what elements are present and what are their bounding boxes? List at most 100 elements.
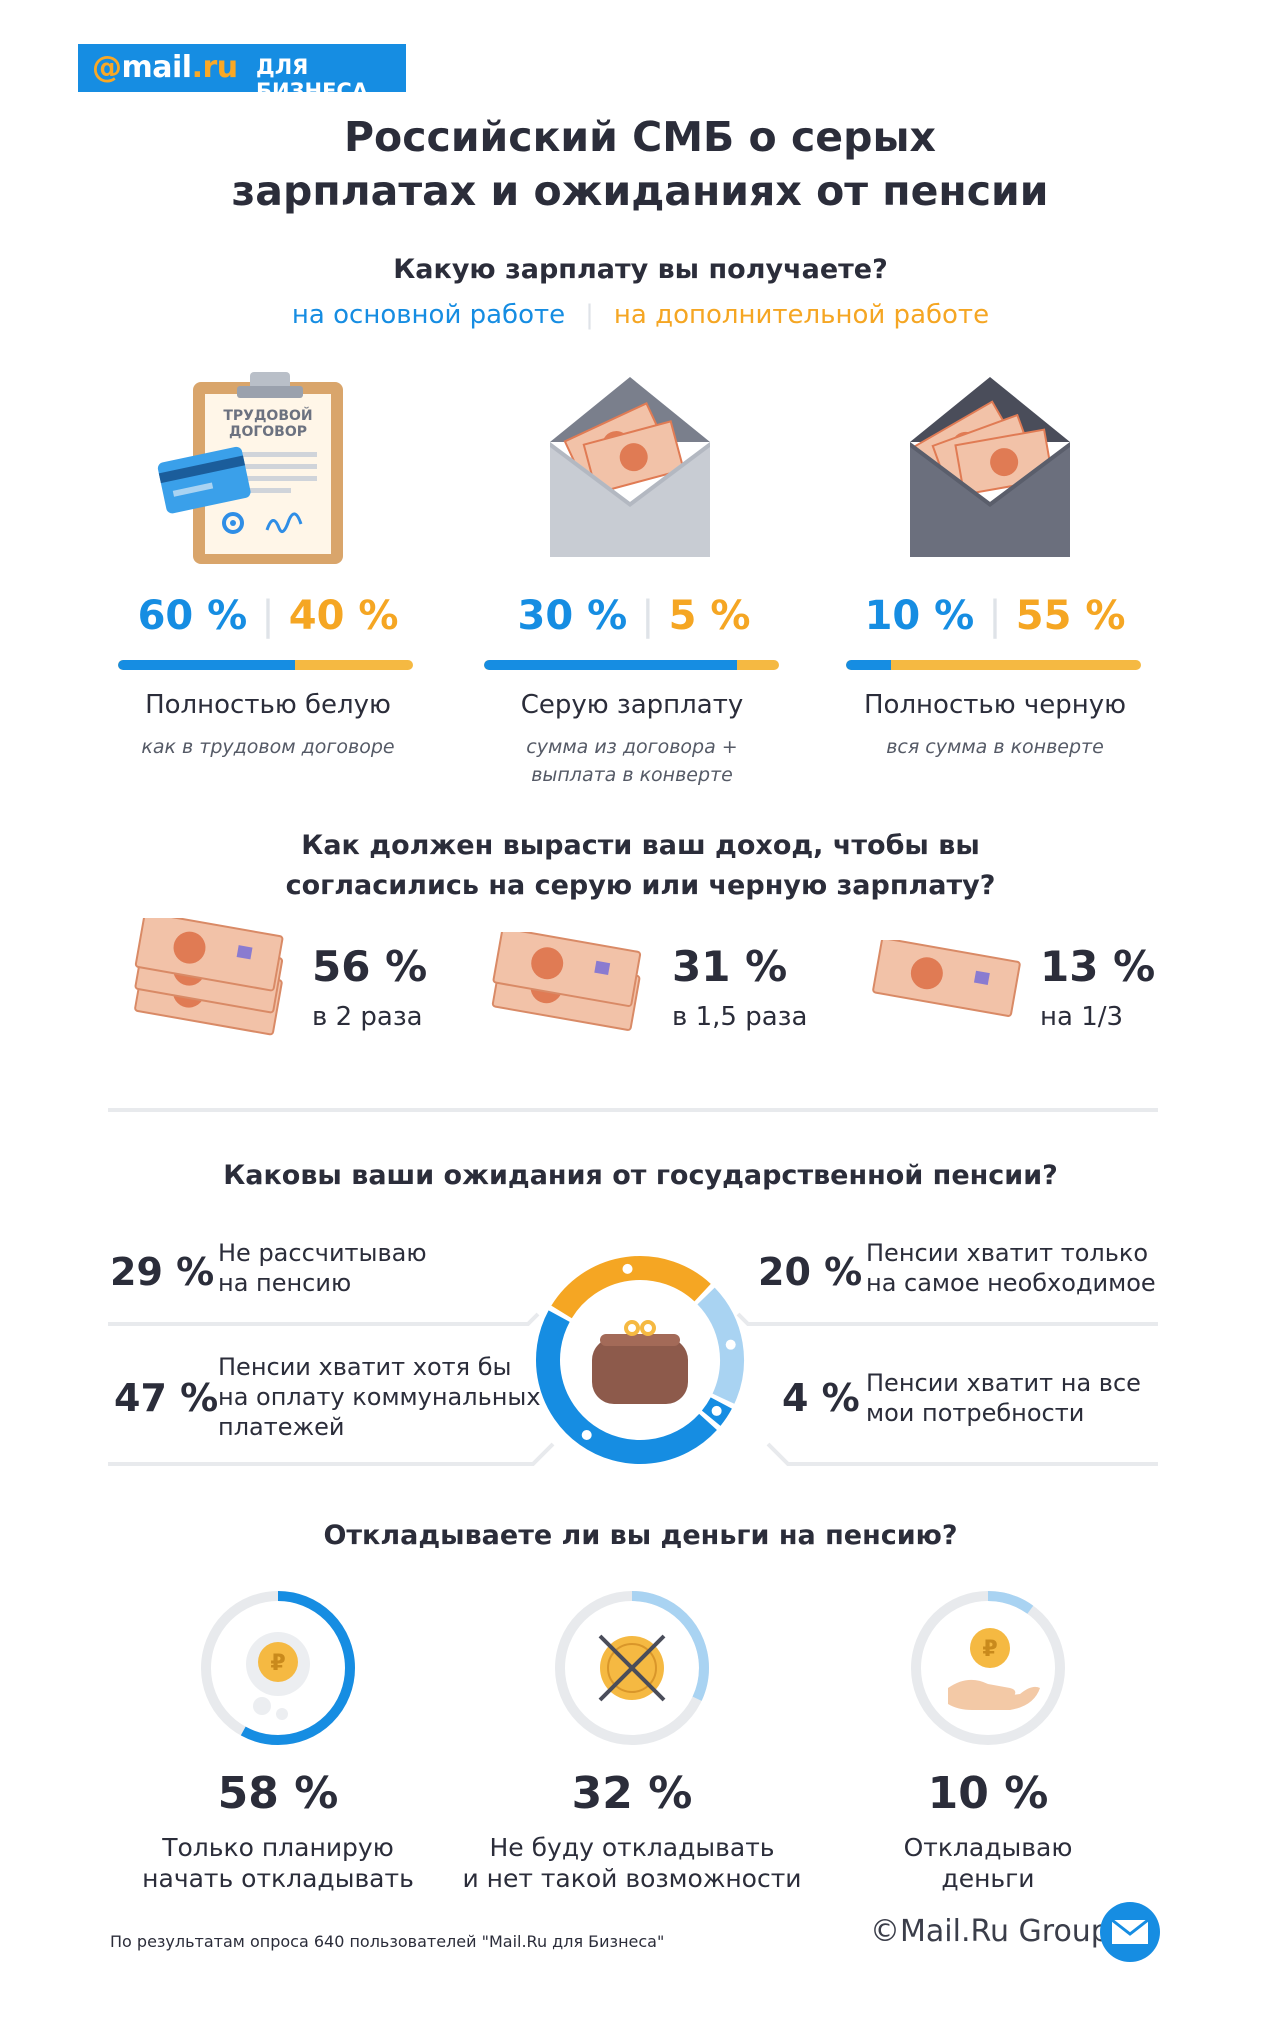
q1-legend: на основной работе | на дополнительной раб…	[0, 300, 1281, 330]
white-salary-label: Полностью белую	[145, 690, 391, 720]
grey-extra-pct: 5 %	[668, 593, 751, 639]
q2-title-line-2: согласились на серую или черную зарплату…	[285, 870, 996, 901]
savings-ring-yes-progress	[911, 1591, 1065, 1745]
savings-no-line-2: и нет такой возможности	[462, 1864, 802, 1893]
income-third-pct: 13 %	[1040, 942, 1156, 991]
logo-wordmark: @mail.ru	[92, 50, 238, 85]
pension-utilities-line-3: платежей	[218, 1413, 345, 1441]
grey-envelope-icon	[550, 377, 710, 557]
pension-utilities-pct: 47 %	[114, 1376, 219, 1420]
q1-title: Какую зарплату вы получаете?	[393, 254, 888, 285]
savings-no-text: Не буду откладывать и нет такой возможнос…	[457, 1832, 807, 1894]
pension-all-pct: 4 %	[782, 1376, 860, 1420]
dark-envelope-icon	[910, 377, 1070, 557]
grey-salary-note-line-2: выплата в конверте	[531, 764, 733, 786]
pension-all-line-2: мои потребности	[866, 1399, 1085, 1427]
crossed-coin-icon	[598, 1634, 666, 1702]
section-divider	[108, 1108, 1158, 1112]
logo-subtitle: ДЛЯ БИЗНЕСА	[256, 55, 369, 103]
pct-separator: |	[988, 593, 1002, 639]
savings-ring-no-progress	[555, 1591, 709, 1745]
pension-all-text: Пенсии хватит на все мои потребности	[866, 1368, 1141, 1428]
grey-salary-label: Серую зарплату	[520, 690, 744, 720]
donut-segments	[536, 1256, 744, 1464]
banknotes-stack-medium-icon	[491, 932, 642, 1031]
black-salary-bar-fill	[846, 660, 892, 670]
pension-none-pct: 29 %	[110, 1250, 215, 1294]
wallet-icon	[592, 1320, 688, 1404]
grey-salary-bar	[484, 660, 779, 670]
savings-planning-line-1: Только планирую	[162, 1833, 394, 1862]
pension-none-text: Не рассчитываю на пенсию	[218, 1238, 427, 1298]
pension-donut-chart	[536, 1256, 744, 1464]
q4-title: Откладываете ли вы деньги на пенсию?	[323, 1520, 958, 1551]
pension-all-line-1: Пенсии хватит на все	[866, 1369, 1141, 1397]
grey-salary-bar-fill	[484, 660, 737, 670]
white-salary-percents: 60 % | 40 %	[118, 593, 418, 639]
donut-segment-no-pension-marker	[622, 1263, 633, 1274]
savings-planning-text: Только планирую начать откладывать	[128, 1832, 428, 1894]
mail-envelope-icon[interactable]	[1098, 1900, 1162, 1964]
savings-planning-line-2: начать откладывать	[142, 1864, 414, 1893]
ruble-sign-icon: ₽	[982, 1637, 997, 1662]
savings-ring-no	[555, 1591, 709, 1745]
donut-segment-necessary-marker	[725, 1339, 736, 1350]
income-2x-label: в 2 раза	[312, 1002, 423, 1032]
grey-salary-note: сумма из договора + выплата в конверте	[432, 733, 832, 789]
savings-no-pct: 32 %	[571, 1768, 693, 1819]
pension-none-line-1: Не рассчитываю	[218, 1239, 427, 1267]
savings-yes-text: Откладываю деньги	[838, 1832, 1138, 1894]
savings-ring-yes: ₽	[911, 1591, 1065, 1745]
banknote-single-icon	[872, 940, 1021, 1017]
pension-none-line-2: на пенсию	[218, 1269, 352, 1297]
title-line-1: Российский СМБ о серых	[344, 113, 936, 161]
hand-coin-icon: ₽	[948, 1628, 1040, 1710]
savings-yes-line-2: деньги	[941, 1864, 1035, 1893]
savings-planning-pct: 58 %	[217, 1768, 339, 1819]
pension-necessary-line-2: на самое необходимое	[866, 1269, 1156, 1297]
savings-ring-planning-progress	[201, 1591, 355, 1745]
legend-main-job: на основной работе	[291, 300, 566, 330]
savings-ring-planning: ₽	[201, 1591, 355, 1745]
black-main-pct: 10 %	[864, 593, 975, 639]
black-salary-percents: 10 % | 55 %	[845, 593, 1145, 639]
grey-salary-note-line-1: сумма из договора +	[526, 736, 738, 758]
income-1-5x-pct: 31 %	[672, 942, 788, 991]
banknotes-stack-large-icon	[134, 918, 284, 1036]
thought-coin-icon: ₽	[246, 1632, 310, 1720]
grey-salary-percents: 30 % | 5 %	[484, 593, 784, 639]
pension-utilities-line-1: Пенсии хватит хотя бы	[218, 1353, 512, 1381]
black-extra-pct: 55 %	[1015, 593, 1126, 639]
logo-at: @	[92, 50, 122, 85]
pct-separator: |	[261, 593, 275, 639]
q2-title: Как должен вырасти ваш доход, чтобы вы с…	[0, 826, 1281, 906]
legend-extra-job: на дополнительной работе	[613, 300, 990, 330]
donut-segment-utilities-marker	[711, 1405, 722, 1416]
grey-main-pct: 30 %	[517, 593, 628, 639]
black-salary-note: вся сумма в конверте	[886, 736, 1104, 758]
brand-logo: @mail.ru ДЛЯ БИЗНЕСА	[78, 44, 406, 103]
donut-segment-all-needs-marker	[581, 1429, 592, 1440]
contract-title-2: ДОГОВОР	[229, 424, 307, 440]
pension-necessary-line-1: Пенсии хватит только	[866, 1239, 1149, 1267]
white-salary-bar-fill	[118, 660, 295, 670]
black-salary-label: Полностью черную	[863, 690, 1127, 720]
white-salary-bar	[118, 660, 413, 670]
contract-icon: ТРУДОВОЙ ДОГОВОР	[157, 372, 343, 564]
page-title: Российский СМБ о серых зарплатах и ожида…	[190, 110, 1090, 218]
pension-utilities-line-2: на оплату коммунальных	[218, 1383, 541, 1411]
income-1-5x-label: в 1,5 раза	[672, 1002, 808, 1032]
income-third-label: на 1/3	[1040, 1002, 1124, 1032]
pension-connector-lines	[108, 1312, 1158, 1466]
legend-separator: |	[585, 300, 594, 330]
white-main-pct: 60 %	[137, 593, 248, 639]
copyright: ©Mail.Ru Group	[870, 1914, 1110, 1949]
ruble-sign-icon: ₽	[270, 1651, 285, 1676]
white-salary-note: как в трудовом договоре	[141, 736, 395, 758]
savings-yes-line-1: Откладываю	[903, 1833, 1073, 1862]
logo-ru: .ru	[191, 50, 239, 85]
pension-necessary-text: Пенсии хватит только на самое необходимое	[866, 1238, 1156, 1298]
pct-separator: |	[641, 593, 655, 639]
pension-necessary-pct: 20 %	[758, 1250, 863, 1294]
q3-title: Каковы ваши ожидания от государственной …	[223, 1160, 1058, 1191]
